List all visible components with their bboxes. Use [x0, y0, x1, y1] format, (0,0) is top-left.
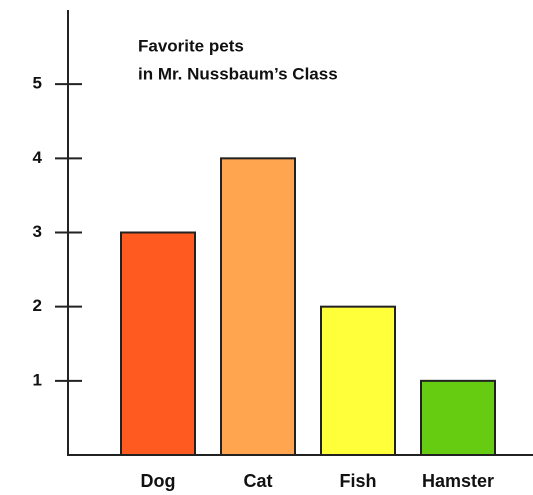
x-tick-label: Hamster — [422, 471, 494, 491]
x-tick-label: Fish — [339, 471, 376, 491]
bar — [420, 379, 496, 457]
chart-title: Favorite pets — [138, 36, 244, 55]
y-tick-label: 1 — [33, 370, 42, 389]
x-tick-label: Cat — [243, 471, 272, 491]
y-tick-label: 3 — [33, 222, 42, 241]
bar — [320, 305, 396, 456]
chart-title: in Mr. Nussbaum’s Class — [138, 64, 338, 83]
y-tick-label: 5 — [33, 74, 42, 93]
y-tick-label: 2 — [33, 296, 42, 315]
bar — [220, 157, 296, 456]
x-tick-label: Dog — [141, 471, 176, 491]
y-tick-label: 4 — [33, 148, 43, 167]
bar — [120, 231, 196, 456]
